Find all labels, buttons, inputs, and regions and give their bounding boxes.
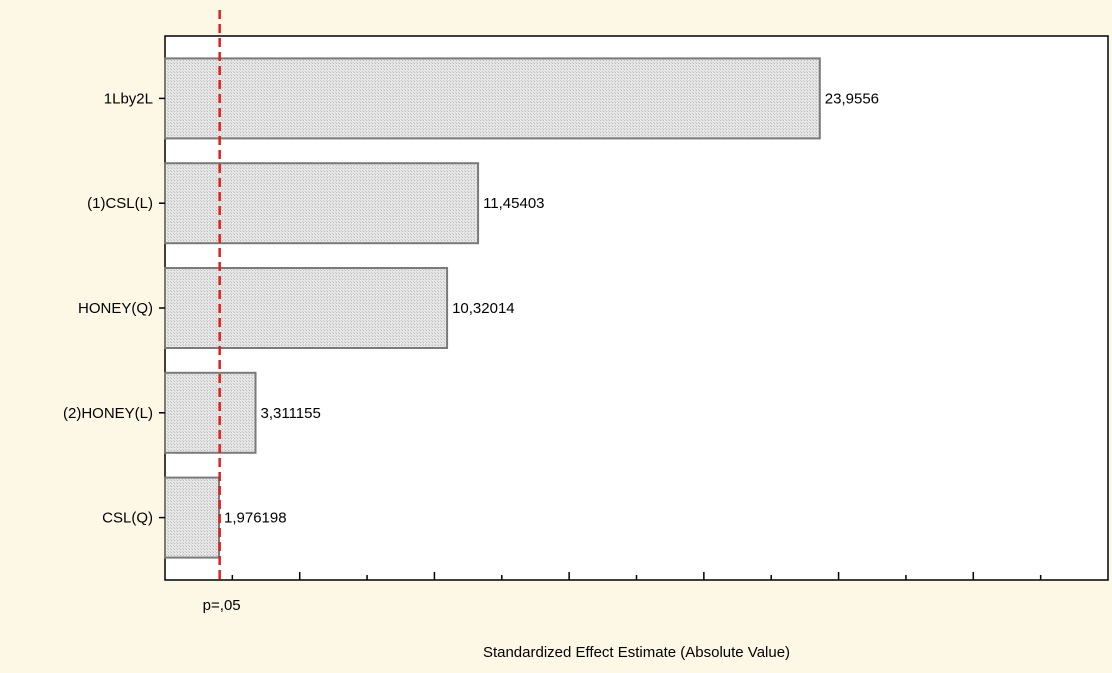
x-axis-title: Standardized Effect Estimate (Absolute V…: [483, 644, 790, 661]
category-label: 1Lby2L: [104, 90, 153, 107]
bar: [164, 267, 449, 349]
significance-label: p=,05: [203, 597, 241, 614]
category-label: (1)CSL(L): [87, 195, 153, 212]
bar: [164, 371, 257, 454]
bar: [164, 476, 221, 559]
bar: [164, 57, 821, 140]
value-label: 11,45403: [483, 195, 544, 212]
value-label: 1,976198: [224, 510, 287, 527]
value-label: 10,32014: [452, 300, 515, 317]
value-label: 3,311155: [261, 405, 321, 422]
category-label: CSL(Q): [102, 510, 153, 527]
category-label: (2)HONEY(L): [63, 405, 153, 422]
category-label: HONEY(Q): [78, 300, 153, 317]
bar: [164, 162, 480, 245]
value-label: 23,9556: [825, 90, 879, 107]
